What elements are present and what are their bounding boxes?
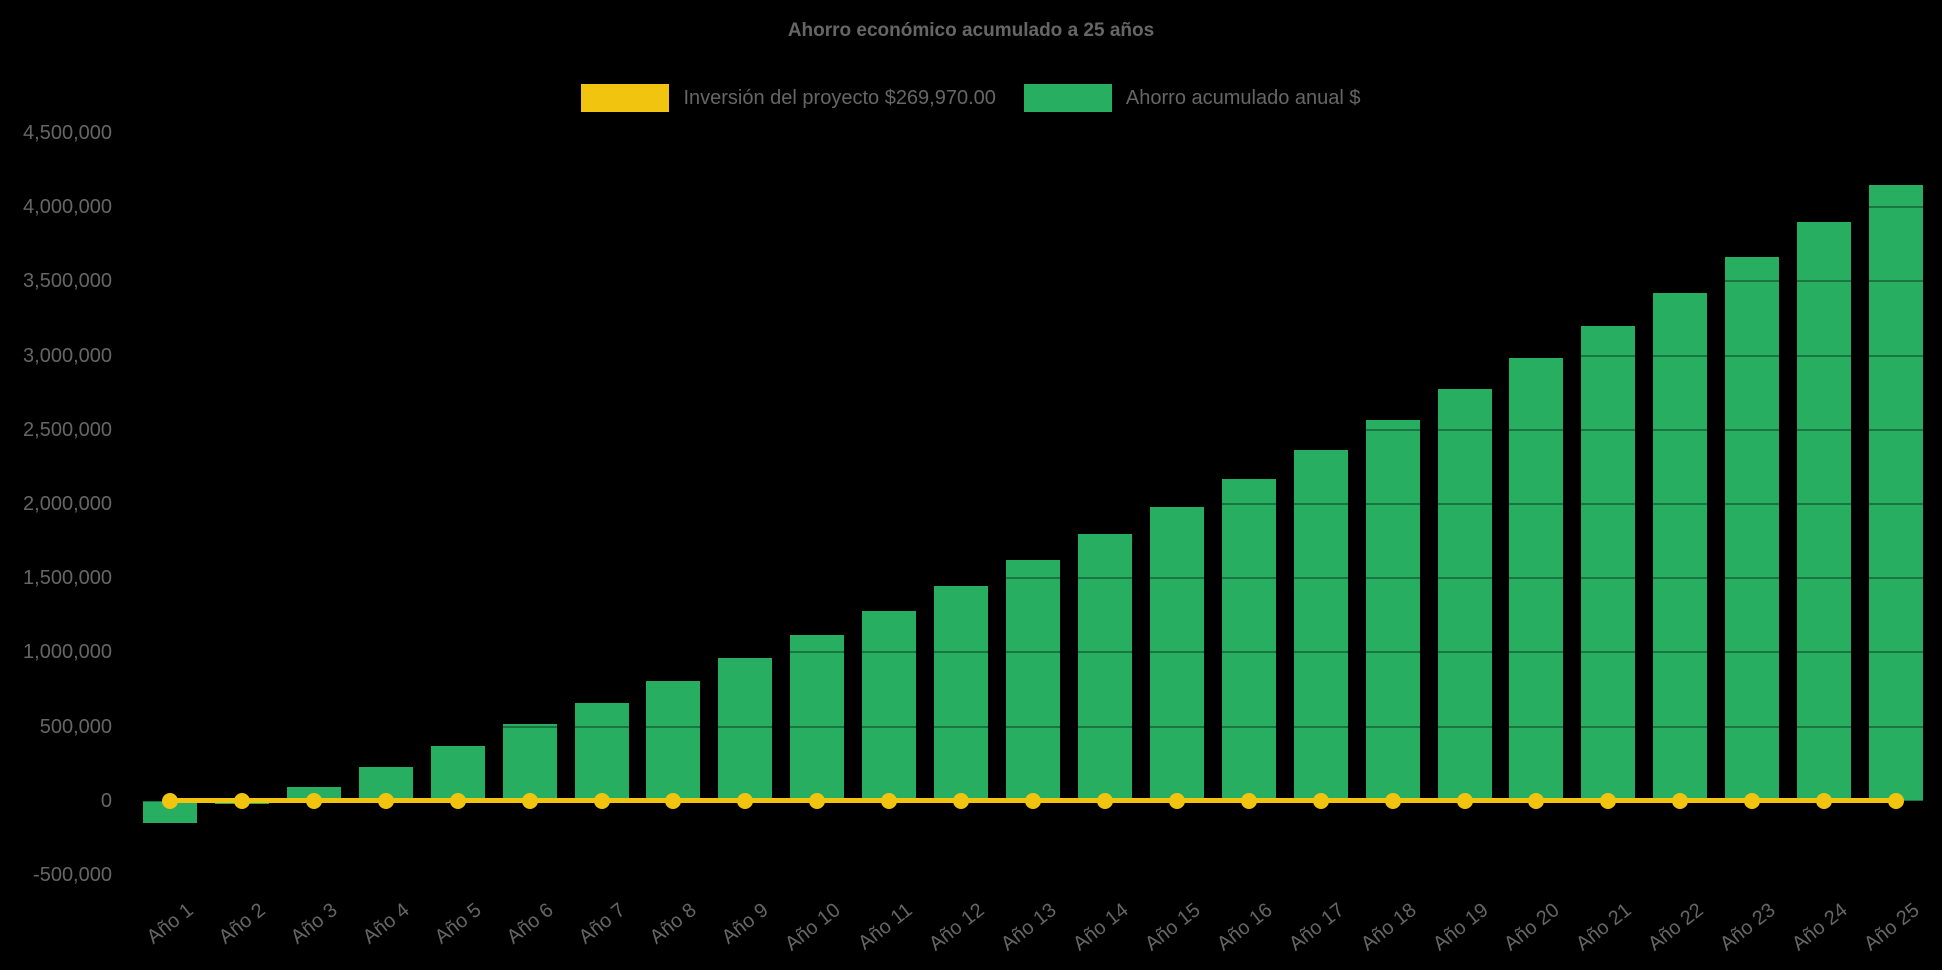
investment-point-ano-6[interactable]: [521, 792, 538, 809]
y-tick-label: 0: [100, 789, 112, 812]
investment-point-ano-11[interactable]: [881, 792, 898, 809]
y-tick-label: 4,500,000: [23, 122, 112, 144]
investment-swatch-icon: [581, 84, 670, 112]
investment-point-ano-21[interactable]: [1600, 792, 1617, 809]
gridline: [134, 725, 1932, 728]
gridline: [134, 577, 1932, 580]
bar-ano-11[interactable]: [862, 610, 917, 801]
gridline: [134, 354, 1932, 357]
investment-point-ano-10[interactable]: [809, 792, 826, 809]
y-tick-label: 1,000,000: [23, 641, 112, 664]
investment-point-ano-4[interactable]: [377, 792, 394, 809]
investment-point-ano-22[interactable]: [1672, 792, 1689, 809]
gridline: [134, 503, 1932, 505]
investment-point-ano-12[interactable]: [953, 792, 970, 809]
investment-point-ano-23[interactable]: [1744, 792, 1761, 809]
bar-ano-23[interactable]: [1725, 256, 1780, 801]
investment-point-ano-25[interactable]: [1888, 792, 1904, 809]
investment-point-ano-5[interactable]: [449, 792, 466, 809]
bar-ano-13[interactable]: [1006, 559, 1060, 801]
bar-ano-17[interactable]: [1293, 449, 1348, 801]
gridline: [134, 280, 1932, 283]
bar-ano-19[interactable]: [1437, 388, 1492, 801]
bar-ano-25[interactable]: [1869, 184, 1923, 801]
investment-legend-label: Inversión del proyecto $269,970.00: [683, 86, 996, 109]
investment-point-ano-1[interactable]: [162, 792, 178, 809]
investment-point-ano-19[interactable]: [1456, 792, 1473, 809]
bar-ano-22[interactable]: [1653, 293, 1708, 801]
legend: Inversión del proyecto $269,970.00 Ahorr…: [0, 84, 1942, 112]
y-tick-label: -500,000: [33, 864, 112, 886]
bar-ano-10[interactable]: [790, 635, 845, 801]
bar-ano-8[interactable]: [646, 681, 701, 801]
y-tick-label: 500,000: [39, 715, 112, 738]
bar-ano-18[interactable]: [1365, 420, 1420, 801]
bar-ano-14[interactable]: [1077, 533, 1132, 801]
y-tick-label: 1,500,000: [23, 567, 112, 590]
investment-point-ano-16[interactable]: [1240, 792, 1257, 809]
bar-ano-7[interactable]: [574, 702, 629, 801]
investment-point-ano-2[interactable]: [233, 792, 250, 809]
y-tick-label: 3,500,000: [23, 270, 112, 293]
investment-point-ano-18[interactable]: [1384, 792, 1401, 809]
savings-legend-label: Ahorro acumulado anual $: [1125, 86, 1361, 109]
bar-ano-12[interactable]: [934, 585, 989, 801]
legend-item-savings[interactable]: Ahorro acumulado anual $: [1023, 84, 1361, 112]
gridline: [134, 651, 1932, 654]
investment-point-ano-20[interactable]: [1528, 792, 1545, 809]
investment-point-ano-8[interactable]: [665, 792, 682, 809]
investment-point-ano-24[interactable]: [1816, 792, 1833, 809]
chart-title: Ahorro económico acumulado a 25 años: [787, 20, 1155, 41]
bar-ano-9[interactable]: [718, 658, 773, 801]
gridline: [134, 206, 1932, 209]
bar-ano-24[interactable]: [1797, 222, 1852, 801]
y-tick-label: 3,000,000: [23, 344, 112, 367]
bar-ano-21[interactable]: [1581, 325, 1636, 801]
legend-item-investment[interactable]: Inversión del proyecto $269,970.00: [581, 84, 996, 112]
investment-point-ano-3[interactable]: [305, 792, 322, 809]
bar-ano-16[interactable]: [1221, 478, 1276, 801]
bar-ano-15[interactable]: [1149, 506, 1204, 801]
investment-point-ano-13[interactable]: [1025, 792, 1041, 809]
investment-point-ano-7[interactable]: [593, 792, 610, 809]
gridline: [134, 874, 1932, 876]
bar-ano-5[interactable]: [430, 745, 485, 801]
y-tick-label: 4,000,000: [23, 196, 112, 219]
investment-point-ano-9[interactable]: [737, 792, 754, 809]
y-tick-label: 2,500,000: [23, 418, 112, 441]
y-tick-label: 2,000,000: [23, 493, 112, 515]
bar-ano-1[interactable]: [143, 800, 197, 824]
investment-point-ano-14[interactable]: [1096, 792, 1113, 809]
bar-ano-20[interactable]: [1509, 357, 1564, 801]
investment-point-ano-15[interactable]: [1168, 792, 1185, 809]
gridline: [134, 132, 1932, 134]
gridline: [134, 428, 1932, 431]
investment-point-ano-17[interactable]: [1312, 792, 1329, 809]
savings-swatch-icon: [1023, 84, 1112, 112]
bar-ano-6[interactable]: [502, 723, 557, 801]
